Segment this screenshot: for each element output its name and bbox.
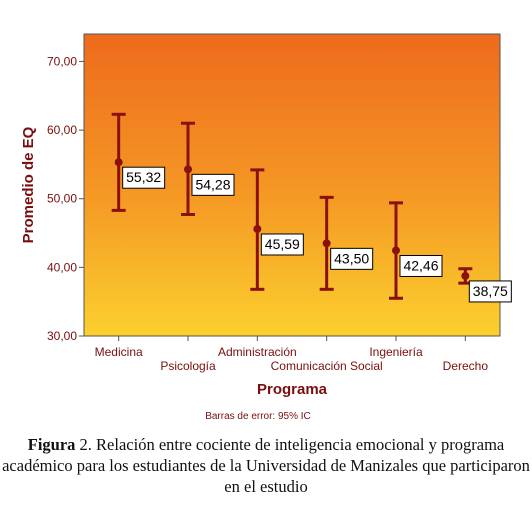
data-label: 55,32 <box>126 169 161 185</box>
data-label: 45,59 <box>265 236 300 252</box>
data-label-box <box>468 280 512 303</box>
y-tick-label: 50,00 <box>47 192 77 206</box>
y-tick-label: 60,00 <box>47 123 77 137</box>
data-label: 38,75 <box>473 283 508 299</box>
data-label-box <box>330 247 374 270</box>
error-bar-2: 45,59 <box>250 168 304 291</box>
mean-point <box>392 246 400 255</box>
data-label: 43,50 <box>334 250 369 266</box>
error-bars: 55,32 54,28 45,59 43,50 42,46 38,75 <box>111 112 512 303</box>
error-bar-1: 54,28 <box>181 121 235 217</box>
x-tick-label: Ingeniería <box>369 345 423 359</box>
mean-point <box>461 271 470 280</box>
error-bar-4: 42,46 <box>389 201 443 300</box>
y-tick-label: 70,00 <box>47 54 77 68</box>
y-axis-title: Promedio de EQ <box>20 126 37 243</box>
footnote: Barras de error: 95% IC <box>205 411 311 422</box>
x-tick-label: Derecho <box>443 359 489 373</box>
x-axis-title: Programa <box>257 381 328 398</box>
data-label: 42,46 <box>403 257 438 273</box>
error-bar-3: 43,50 <box>319 195 374 291</box>
error-bar-5: 38,75 <box>458 267 512 303</box>
error-bar-0: 55,32 <box>111 112 166 212</box>
y-tick-label: 30,00 <box>47 329 77 343</box>
data-label-box <box>260 233 304 256</box>
y-axis: 30,00 40,00 50,00 60,00 70,00 <box>47 54 84 343</box>
figure-caption: Figura 2. Relación entre cociente de int… <box>0 434 532 497</box>
data-label-box <box>191 173 235 196</box>
x-tick-label: Administración <box>218 345 297 359</box>
caption-prefix: Figura <box>27 435 76 454</box>
data-label-box <box>399 254 443 277</box>
x-tick-label: Medicina <box>95 345 143 359</box>
mean-point <box>184 165 192 174</box>
x-tick-label: Psicología <box>160 359 216 373</box>
caption-text: 2. Relación entre cociente de inteligenc… <box>2 435 530 496</box>
x-axis: Medicina PsicologíaAdministraciónComunica… <box>95 336 489 373</box>
y-tick-label: 40,00 <box>47 260 77 274</box>
data-label-box <box>122 166 166 189</box>
mean-point <box>322 239 331 248</box>
x-tick-label: Comunicación Social <box>271 359 383 373</box>
mean-point <box>253 224 262 233</box>
data-label: 54,28 <box>195 176 230 192</box>
mean-point <box>114 158 123 167</box>
